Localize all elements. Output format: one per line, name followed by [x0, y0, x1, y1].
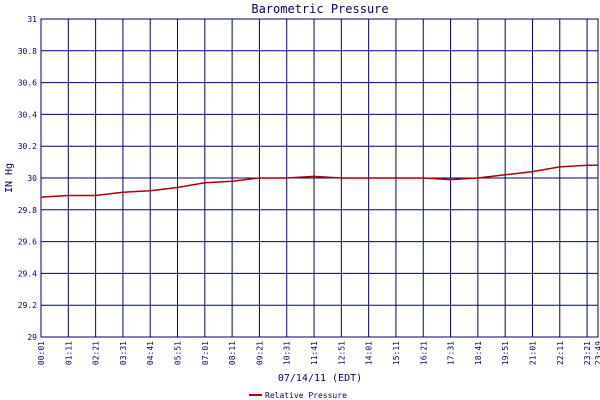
x-tick-label: 21:01 — [528, 341, 537, 365]
y-tick-label: 30.2 — [18, 142, 37, 151]
x-tick-label: 17:31 — [447, 341, 456, 365]
y-tick-label: 30 — [27, 174, 37, 183]
x-tick-label: 10:31 — [283, 341, 292, 365]
x-axis-tick-labels: 00:01 01:11 02:21 03:31 04:41 05:51 07:01 08:11… — [37, 341, 600, 365]
x-tick-label: 05:51 — [174, 341, 183, 365]
y-tick-label: 29.8 — [18, 206, 37, 215]
x-tick-label: 14:01 — [365, 341, 374, 365]
legend: Relative Pressure — [249, 391, 347, 400]
y-tick-label: 29.2 — [18, 301, 37, 310]
x-tick-label: 16:21 — [419, 341, 428, 365]
plot-frame — [40, 18, 599, 338]
y-tick-label: 29.4 — [18, 269, 37, 278]
x-tick-label: 07:01 — [201, 341, 210, 365]
x-tick-label: 04:41 — [146, 341, 155, 365]
x-tick-label: 12:51 — [337, 341, 346, 365]
x-tick-label: 18:41 — [474, 341, 483, 365]
x-tick-label: 23:49 — [594, 341, 600, 365]
x-tick-label: 09:21 — [255, 341, 264, 365]
legend-label: Relative Pressure — [265, 391, 347, 400]
x-tick-label: 08:11 — [228, 341, 237, 365]
x-tick-label: 01:11 — [64, 341, 73, 365]
x-tick-label: 11:41 — [310, 341, 319, 365]
x-tick-label: 03:31 — [119, 341, 128, 365]
x-tick-label: 15:11 — [392, 341, 401, 365]
x-tick-label: 23:21 — [583, 341, 592, 365]
y-tick-label: 30.8 — [18, 47, 37, 56]
y-tick-label: 31 — [27, 15, 37, 24]
y-axis-tick-labels: 29 29.2 29.4 29.6 29.8 30 30.2 30.4 30.6 30.8 31 — [18, 15, 37, 342]
y-tick-label: 30.6 — [18, 79, 37, 88]
series-line-relative-pressure — [40, 164, 598, 198]
y-axis-label: IN Hg — [4, 163, 15, 193]
x-axis-label: 07/14/11 (EDT) — [278, 373, 362, 384]
x-tick-label: 00:01 — [37, 341, 46, 365]
x-tick-label: 02:21 — [92, 341, 101, 365]
series-layer — [40, 164, 598, 198]
x-tick-label: 19:51 — [501, 341, 510, 365]
y-tick-label: 29.6 — [18, 238, 37, 247]
x-tick-label: 22:11 — [556, 341, 565, 365]
y-tick-label: 30.4 — [18, 110, 37, 119]
y-tick-label: 29 — [27, 333, 37, 342]
chart-title: Barometric Pressure — [251, 2, 388, 16]
